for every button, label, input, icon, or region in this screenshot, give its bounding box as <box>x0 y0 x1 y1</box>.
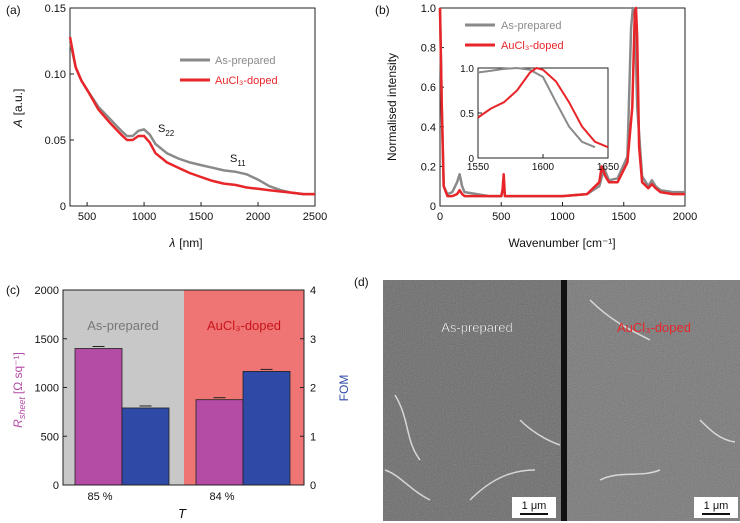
y-tick-label: 0.5 <box>460 109 474 120</box>
tick-84: 84 % <box>209 491 234 503</box>
y-tick-label: 1.0 <box>421 3 436 15</box>
series-line-aucl3-doped <box>68 36 315 196</box>
y-tick-label: 0.6 <box>421 82 436 94</box>
y-tick-label: 0.4 <box>421 122 436 134</box>
bar-rsheet <box>74 348 123 486</box>
panel-d: (d) As-prepared AuCl₃-doped 1 μm 1 μm <box>354 275 740 521</box>
panel-a-frame <box>69 7 316 207</box>
panel-c-ticks: 0 500 1000 1500 2000 0 1 2 3 4 <box>35 285 317 492</box>
y-tick-label: 1000 <box>35 383 59 395</box>
series-line-aucl3-doped <box>438 6 685 198</box>
panel-a-ylabel: A[a.u.] <box>11 89 25 129</box>
series-line-as-prepared <box>68 40 315 196</box>
scalebar-label-left: 1 μm <box>522 500 547 512</box>
x-tick-label: 0 <box>437 211 443 223</box>
panel-b-inset-series <box>477 67 609 149</box>
y-tick-label: 0.10 <box>45 69 66 81</box>
y-tick-label: 0 <box>53 480 59 492</box>
y2-tick-label: 1 <box>310 431 316 443</box>
annotation-s22: S22 <box>158 123 175 138</box>
series-line-as-prepared <box>477 67 596 149</box>
panel-b-inset-ticks: 1550 1600 1650 0 0.5 1.0 <box>460 64 619 173</box>
y2-tick-label: 4 <box>310 285 316 297</box>
x-tick-label: 500 <box>492 211 510 223</box>
y-tick-label: 0 <box>430 201 436 213</box>
sem-texture-right <box>567 280 740 521</box>
panel-a-xlabel: λ [nm] <box>168 236 202 250</box>
sem-label-as-prepared: As-prepared <box>441 320 513 335</box>
series-line-aucl3-doped <box>477 67 609 149</box>
panel-c: (c) As-prepared AuCl₃-doped 0 500 1000 1500… <box>6 283 351 521</box>
panel-c-y2label: FOM <box>337 375 351 402</box>
y-tick-label: 0.15 <box>45 3 66 15</box>
y-tick-label: 500 <box>41 431 59 443</box>
x-tick-label: 500 <box>78 211 96 223</box>
sem-label-aucl3-doped: AuCl₃-doped <box>617 320 691 335</box>
y-tick-label: 2000 <box>35 285 59 297</box>
panel-b-label: (b) <box>375 3 390 17</box>
legend-aucl3-doped: AuCl₃-doped <box>215 75 278 87</box>
y-tick-label: 0.2 <box>421 161 436 173</box>
x-tick-label: 1550 <box>467 162 490 173</box>
x-tick-label: 2500 <box>303 211 327 223</box>
y2-tick-label: 0 <box>310 480 316 492</box>
bar-fom <box>121 407 170 486</box>
sem-texture-left <box>383 280 561 521</box>
legend-as-prepared-b: As-prepared <box>501 20 562 32</box>
panel-b-ylabel: Normalised intensity <box>385 53 399 161</box>
panel-b-series <box>438 6 685 198</box>
panel-a-series <box>68 36 315 196</box>
bar-fom <box>242 371 291 486</box>
panel-a: (a) 500 1000 1500 2000 2500 0 0.05 0.10 0.15 As-… <box>6 3 327 250</box>
bar-rsheet <box>195 399 244 486</box>
annotation-s11: S11 <box>230 153 246 168</box>
panel-c-ylabel: Rsheet[Ω sq⁻¹] <box>11 352 27 428</box>
y-tick-label: 0.8 <box>421 43 436 55</box>
scalebar-box-left <box>512 497 556 518</box>
y-tick-label: 1500 <box>35 334 59 346</box>
x-tick-label: 2000 <box>246 211 270 223</box>
y-tick-label: 0 <box>60 201 66 213</box>
x-tick-label: 1500 <box>612 211 636 223</box>
y2-tick-label: 2 <box>310 383 316 395</box>
panel-d-label: (d) <box>354 275 369 289</box>
panel-b-xlabel: Wavenumber [cm⁻¹] <box>508 236 615 250</box>
panel-b-ticks: 0 500 1000 1500 2000 0 0.2 0.4 0.6 0.8 1.0 <box>421 3 698 223</box>
sem-divider <box>561 280 567 521</box>
x-tick-label: 1650 <box>597 162 620 173</box>
panel-c-xlabel: T <box>178 506 187 521</box>
group-label-as-prepared: As-prepared <box>87 318 159 333</box>
panel-a-ticks: 500 1000 1500 2000 2500 0 0.05 0.10 0.15 <box>45 3 328 223</box>
tick-85: 85 % <box>87 491 112 503</box>
group-label-aucl3-doped: AuCl₃-doped <box>207 318 281 333</box>
x-tick-label: 1000 <box>550 211 574 223</box>
y-tick-label: 0 <box>468 154 474 165</box>
panel-a-label: (a) <box>6 3 21 17</box>
panel-b: (b) 0 500 1000 1500 2000 0 0.2 0.4 0.6 0.8 1.0 As-… <box>375 3 697 250</box>
x-tick-label: 1600 <box>532 162 555 173</box>
x-tick-label: 1500 <box>189 211 213 223</box>
x-tick-label: 1000 <box>132 211 156 223</box>
y-tick-label: 0.05 <box>45 135 66 147</box>
sem-streaks <box>384 299 736 501</box>
legend-aucl3-doped-b: AuCl₃-doped <box>501 40 564 52</box>
y2-tick-label: 3 <box>310 334 316 346</box>
panel-c-label: (c) <box>6 283 20 297</box>
x-tick-label: 2000 <box>673 211 697 223</box>
y-tick-label: 1.0 <box>460 64 474 75</box>
scalebar-box-right <box>694 497 738 518</box>
panel-c-bars <box>74 346 291 486</box>
legend-as-prepared: As-prepared <box>215 55 276 67</box>
scalebar-label-right: 1 μm <box>704 500 729 512</box>
